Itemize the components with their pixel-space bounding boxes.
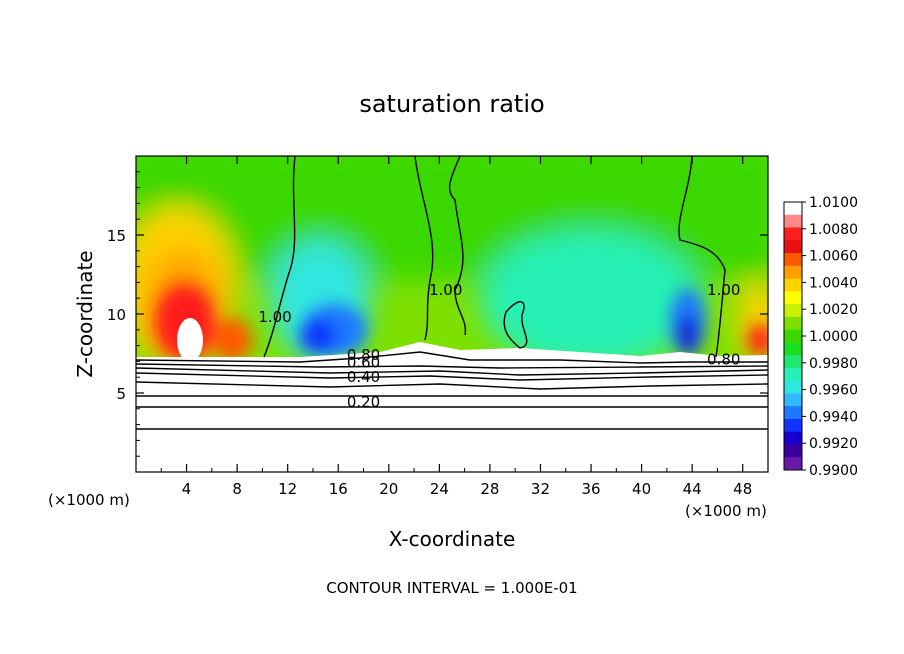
colorbar-level-label: 1.0060 [809, 249, 858, 265]
y-tick-label: 10 [107, 306, 126, 324]
colorbar-level-label: 1.0020 [809, 302, 858, 318]
colorbar-swatch [784, 214, 802, 229]
x-axis: 4 8 12 16 20 24 28 32 36 40 44 48 [160, 156, 752, 498]
x-unit-label-right: (×1000 m) [685, 502, 767, 520]
x-tick-label: 24 [430, 480, 449, 498]
x-tick-label: 48 [733, 480, 752, 498]
chart-title: saturation ratio [359, 90, 544, 118]
colorbar-level-label: 0.9980 [809, 356, 858, 372]
colorbar-level-label: 1.0080 [809, 222, 858, 238]
colorbar: 1.0100 1.0080 1.0060 1.0040 1.0020 1.0000 0.99… [783, 195, 858, 479]
contour-label: 0.80 [347, 346, 380, 364]
contour-cell [503, 301, 528, 349]
field-cyan-right [480, 230, 700, 370]
field-orange-right [748, 324, 768, 356]
colorbar-swatch [784, 329, 802, 343]
contour-0.80 [136, 351, 768, 364]
contour-label: 1.00 [258, 308, 291, 326]
contour-lines [136, 156, 768, 430]
x-tick-label: 12 [278, 480, 297, 498]
contour-interval-footer: CONTOUR INTERVAL = 1.000E-01 [326, 579, 577, 597]
plot-area: 1.001.00 1.000.800.600.400.200.80 [136, 156, 768, 472]
colorbar-swatch [784, 202, 802, 216]
x-unit-label: (×1000 m) [48, 491, 130, 509]
colorbar-swatch [784, 227, 802, 241]
colorbar-swatch [784, 265, 802, 280]
colorbar-swatch [784, 367, 802, 382]
colorbar-swatch [784, 393, 802, 407]
colorbar-swatch [784, 457, 802, 471]
colorbar-level-label: 0.9920 [809, 436, 858, 452]
colorbar-swatch [784, 316, 802, 331]
colorbar-level-label: 0.9900 [809, 463, 858, 479]
colorbar-swatch [784, 253, 802, 267]
x-tick-label: 20 [379, 480, 398, 498]
contour-1.00-left [263, 156, 296, 358]
contour-label: 1.00 [707, 281, 740, 299]
x-axis-label: X-coordinate [389, 527, 516, 551]
colorbar-swatch [784, 355, 802, 369]
colorbar-level-label: 0.9940 [809, 409, 858, 425]
y-tick-label: 15 [107, 227, 126, 245]
contour-labels: 1.001.00 1.000.800.600.400.200.80 [258, 281, 740, 411]
contour-label: 1.00 [429, 281, 462, 299]
x-tick-label: 36 [581, 480, 600, 498]
y-axis-label: Z-coordinate [73, 250, 97, 377]
contour-0.70 [136, 363, 768, 369]
x-tick-label: 4 [182, 480, 192, 498]
colorbar-swatch [784, 431, 802, 445]
contour-label: 0.20 [347, 393, 380, 411]
colorbar-swatch [784, 406, 802, 420]
colorbar-level-label: 1.0000 [809, 329, 858, 345]
contour-label: 0.60 [347, 354, 380, 372]
colorbar-swatch [784, 418, 802, 433]
x-tick-label: 16 [329, 480, 348, 498]
x-tick-label: 32 [531, 480, 550, 498]
y-axis: 5 10 15 [107, 171, 768, 457]
field-blue-center-b [300, 318, 336, 354]
colorbar-level-label: 1.0040 [809, 275, 858, 291]
x-tick-label: 44 [683, 480, 702, 498]
colorbar-level-label: 1.0100 [809, 195, 858, 211]
colorbar-swatch [784, 278, 802, 292]
contour-0.40 [136, 381, 768, 390]
y-tick-label: 5 [116, 385, 126, 403]
colorbar-swatch [784, 380, 802, 394]
colorbar-swatch [784, 240, 802, 254]
saturation-field-cores [155, 284, 768, 362]
x-tick-label: 28 [480, 480, 499, 498]
contour-1.00-center-b [448, 156, 467, 336]
colorbar-swatch [784, 444, 802, 458]
field-orange-left-edge [212, 318, 252, 362]
contour-label: 0.80 [707, 351, 740, 369]
colorbar-level-label: 0.9960 [809, 383, 858, 399]
contour-0.60 [136, 367, 768, 376]
colorbar-swatch [784, 342, 802, 356]
field-navy-right [678, 315, 698, 355]
colorbar-swatch [784, 291, 802, 305]
contour-label: 0.40 [347, 368, 380, 386]
x-tick-label: 8 [232, 480, 242, 498]
x-tick-label: 40 [632, 480, 651, 498]
colorbar-swatch [784, 304, 802, 318]
field-supersat-core [177, 318, 203, 362]
contour-1.00-center-a [414, 156, 434, 341]
contour-0.50 [136, 372, 768, 381]
contour-1.00-right [678, 156, 726, 358]
